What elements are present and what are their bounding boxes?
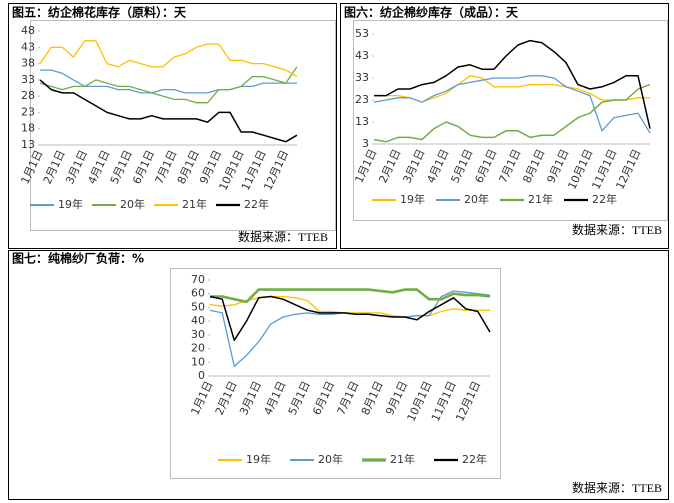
y-tick-label: 23 <box>21 105 35 118</box>
y-tick-label: 0 <box>198 369 205 382</box>
chart-title: 图七：纯棉纱厂负荷：% <box>12 251 144 266</box>
y-tick-label: 20 <box>191 342 205 355</box>
series-line <box>209 295 491 342</box>
x-tick-label: 4月1日 <box>424 147 451 185</box>
x-tick-label: 3月1日 <box>237 379 264 417</box>
source: 数据来源：TTEB <box>572 222 662 237</box>
y-tick-label: 50 <box>191 300 205 313</box>
y-tick-label: 60 <box>191 287 205 300</box>
series-line <box>39 40 298 78</box>
y-tick-label: 48 <box>21 24 35 37</box>
chart-title: 图五：纺企棉花库存（原料）：天 <box>12 5 187 20</box>
plot-frame <box>30 20 336 231</box>
x-tick-label: 7月1日 <box>496 147 523 185</box>
plot-frame <box>170 268 501 479</box>
x-tick-label: 7月1日 <box>335 379 362 417</box>
legend-label: 20年 <box>318 452 343 466</box>
y-tick-label: 3 <box>362 137 369 150</box>
y-tick-label: 33 <box>355 71 369 84</box>
legend-label: 21年 <box>182 197 207 211</box>
series-line <box>373 75 651 134</box>
y-tick-label: 40 <box>191 314 205 327</box>
y-tick-label: 38 <box>21 57 35 70</box>
series-line <box>39 66 298 104</box>
legend-label: 22年 <box>592 192 617 206</box>
y-tick-label: 70 <box>191 273 205 286</box>
x-tick-label: 8月1日 <box>359 379 386 417</box>
y-tick-label: 18 <box>21 122 35 135</box>
legend-label: 21年 <box>390 452 415 466</box>
legend-label: 19年 <box>246 452 271 466</box>
x-tick-label: 3月1日 <box>400 147 427 185</box>
legend-label: 19年 <box>400 192 425 206</box>
y-tick-label: 43 <box>355 49 369 62</box>
plot-frame <box>353 20 668 221</box>
y-tick-label: 13 <box>355 115 369 128</box>
legend-label: 19年 <box>58 197 83 211</box>
panel <box>340 3 669 249</box>
series-line <box>210 288 491 304</box>
y-tick-label: 28 <box>21 89 35 102</box>
legend-label: 22年 <box>244 197 269 211</box>
x-tick-label: 6月1日 <box>472 147 499 185</box>
x-tick-label: 9月1日 <box>544 147 571 185</box>
y-tick-label: 10 <box>191 355 205 368</box>
series-line <box>209 290 491 368</box>
x-tick-label: 5月1日 <box>448 147 475 185</box>
y-tick-label: 30 <box>191 328 205 341</box>
y-tick-label: 43 <box>21 40 35 53</box>
source: 数据来源：TTEB <box>572 480 662 495</box>
series-line <box>373 83 651 143</box>
x-tick-label: 1月1日 <box>352 147 379 185</box>
y-tick-label: 33 <box>21 73 35 86</box>
legend-label: 20年 <box>464 192 489 206</box>
x-tick-label: 5月1日 <box>286 379 313 417</box>
panel <box>8 250 669 500</box>
y-tick-label: 23 <box>355 93 369 106</box>
legend-label: 22年 <box>462 452 487 466</box>
legend-label: 21年 <box>528 192 553 206</box>
series-line <box>374 75 650 103</box>
chart-title: 图六：纺企棉纱库存（成品）：天 <box>344 5 519 20</box>
y-tick-label: 53 <box>355 27 369 40</box>
series-line <box>39 79 298 143</box>
source: 数据来源：TTEB <box>238 229 328 244</box>
panel <box>8 3 337 249</box>
legend-label: 20年 <box>120 197 145 211</box>
series-line <box>40 69 297 94</box>
x-tick-label: 6月1日 <box>310 379 337 417</box>
x-tick-label: 2月1日 <box>213 379 240 417</box>
series-line <box>374 39 651 129</box>
y-tick-label: 13 <box>21 138 35 151</box>
x-tick-label: 1月1日 <box>188 379 215 417</box>
x-tick-label: 4月1日 <box>261 379 288 417</box>
x-tick-label: 2月1日 <box>376 147 403 185</box>
x-tick-label: 9月1日 <box>383 379 410 417</box>
x-tick-label: 8月1日 <box>520 147 547 185</box>
